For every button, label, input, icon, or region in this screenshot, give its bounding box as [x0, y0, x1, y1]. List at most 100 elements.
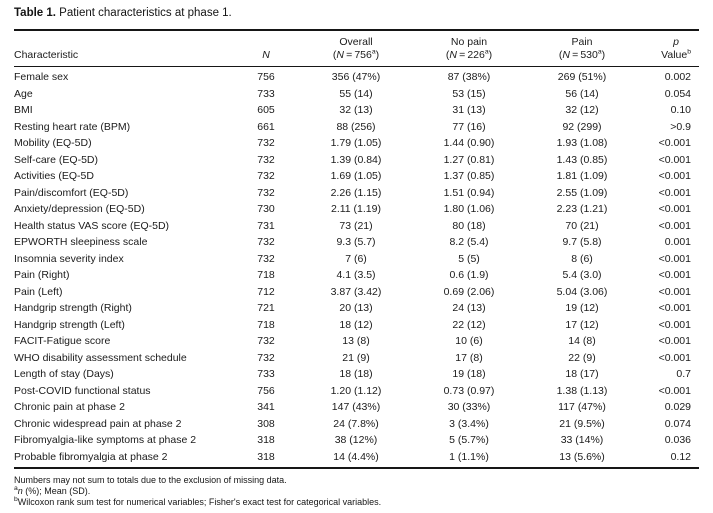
cell-no-pain: 77 (16) [452, 120, 486, 133]
p-symbol: p [673, 36, 679, 48]
cell-overall: 14 (4.4%) [333, 450, 379, 463]
cell-p-value: 0.029 [664, 401, 691, 413]
cell-p-value: <0.001 [658, 335, 691, 347]
cell-n: 605 [257, 104, 275, 116]
cell-p-value: 0.001 [664, 236, 691, 248]
cell-characteristic: Post-COVID functional status [14, 384, 151, 397]
footnote-b: bWilcoxon rank sum test for numerical va… [14, 496, 699, 508]
cell-n: 718 [257, 318, 275, 331]
table-row: Health status VAS score (EQ-5D) 731 73 (… [14, 218, 699, 235]
cell-characteristic: FACIT-Fatigue score [14, 335, 111, 347]
cell-p-value: <0.001 [658, 252, 691, 265]
cell-p-value: <0.001 [658, 269, 691, 281]
cell-overall: 88 (256) [336, 120, 376, 133]
footnote-marker-a: a [484, 48, 489, 55]
cell-n: 308 [257, 417, 275, 430]
cell-n: 731 [257, 219, 275, 232]
table-row: Insomnia severity index 732 7 (6) 5 (5) … [14, 251, 699, 268]
cell-p-value: 0.12 [670, 450, 691, 463]
cell-pain: 9.7 (5.8) [562, 236, 602, 248]
table-header: Characteristic N Overall (N = 756a) No p… [14, 30, 699, 67]
col-header-overall: Overall (N = 756a) [306, 30, 406, 67]
cell-n: 732 [257, 153, 275, 166]
footnote-a: an (%); Mean (SD). [14, 484, 699, 497]
table-row: BMI 605 32 (13) 31 (13) 32 (12) 0.10 [14, 102, 699, 119]
cell-pain: 8 (6) [571, 252, 593, 265]
cell-no-pain: 19 (18) [452, 368, 486, 380]
cell-pain: 1.81 (1.09) [556, 170, 608, 182]
cell-no-pain: 1.80 (1.06) [443, 203, 495, 215]
col-group-name-pain: Pain [571, 36, 593, 48]
cell-pain: 117 (47%) [558, 401, 606, 413]
table-row: Anxiety/depression (EQ-5D) 730 2.11 (1.1… [14, 201, 699, 218]
cell-overall: 13 (8) [342, 335, 370, 347]
cell-characteristic: Age [14, 87, 33, 100]
col-header-p-value: p Valueb [632, 30, 699, 67]
cell-pain: 269 (51%) [557, 71, 607, 83]
cell-no-pain: 3 (3.4%) [449, 417, 489, 430]
cell-characteristic: Activities (EQ-5D [14, 170, 94, 182]
paren-close: ) [375, 48, 380, 61]
col-header-characteristic: Characteristic [14, 30, 226, 67]
cell-characteristic: Pain (Right) [14, 269, 70, 281]
cell-pain: 1.93 (1.08) [556, 137, 608, 149]
cell-overall: 1.39 (0.84) [330, 153, 382, 166]
footnote-text: Wilcoxon rank sum test for numerical var… [17, 496, 382, 507]
table-row: WHO disability assessment schedule 732 2… [14, 350, 699, 367]
footnotes: Numbers may not sum to totals due to the… [14, 475, 699, 507]
cell-no-pain: 53 (15) [452, 87, 486, 100]
cell-pain: 19 (12) [565, 302, 599, 314]
cell-p-value: 0.7 [676, 368, 691, 380]
cell-p-value: <0.001 [658, 302, 691, 314]
cell-p-value: 0.10 [670, 104, 691, 116]
cell-characteristic: Length of stay (Days) [14, 368, 114, 380]
cell-no-pain: 0.6 (1.9) [449, 269, 489, 281]
cell-pain: 32 (12) [565, 104, 599, 116]
n-count: 756 [354, 48, 372, 61]
cell-p-value: <0.001 [658, 203, 691, 215]
cell-characteristic: Chronic widespread pain at phase 2 [14, 417, 182, 430]
n-label: N [262, 48, 270, 61]
equals-sign: = [343, 48, 355, 61]
table-row: Pain (Left) 712 3.87 (3.42) 0.69 (2.06) … [14, 284, 699, 301]
table-row: Age 733 55 (14) 53 (15) 56 (14) 0.054 [14, 86, 699, 103]
table-row: Chronic pain at phase 2 341 147 (43%) 30… [14, 399, 699, 416]
footnote-text: Numbers may not sum to totals due to the… [14, 475, 287, 485]
cell-no-pain: 1.44 (0.90) [443, 137, 495, 149]
footnote-marker: a [14, 484, 18, 492]
cell-no-pain: 0.73 (0.97) [443, 384, 495, 397]
cell-no-pain: 1.37 (0.85) [443, 170, 495, 182]
n-symbol: N [449, 48, 457, 61]
equals-sign: = [569, 48, 581, 61]
cell-characteristic: Anxiety/depression (EQ-5D) [14, 203, 145, 215]
cell-n: 732 [257, 170, 275, 182]
cell-overall: 32 (13) [339, 104, 373, 116]
table-row: Activities (EQ-5D 732 1.69 (1.05) 1.37 (… [14, 168, 699, 185]
cell-n: 732 [257, 236, 275, 248]
table-body: Female sex 756 356 (47%) 87 (38%) 269 (5… [14, 67, 699, 469]
cell-characteristic: Resting heart rate (BPM) [14, 120, 131, 133]
n-count: 226 [467, 48, 485, 61]
cell-overall: 55 (14) [339, 87, 373, 100]
cell-p-value: 0.054 [664, 87, 691, 100]
cell-overall: 18 (18) [339, 368, 373, 380]
cell-n: 733 [257, 368, 275, 380]
col-group-name-overall: Overall [339, 36, 373, 48]
cell-n: 756 [257, 71, 275, 83]
cell-pain: 18 (17) [565, 368, 599, 380]
table-row: Resting heart rate (BPM) 661 88 (256) 77… [14, 119, 699, 136]
cell-overall: 4.1 (3.5) [336, 269, 376, 281]
footnote-marker-a: a [371, 48, 376, 55]
cell-pain: 14 (8) [568, 335, 596, 347]
cell-n: 732 [257, 252, 275, 265]
cell-pain: 22 (9) [568, 351, 596, 364]
cell-characteristic: Fibromyalgia-like symptoms at phase 2 [14, 434, 197, 446]
table-row: Handgrip strength (Right) 721 20 (13) 24… [14, 300, 699, 317]
table-number: Table 1. [14, 7, 56, 19]
cell-overall: 3.87 (3.42) [330, 285, 382, 298]
cell-n: 341 [257, 401, 275, 413]
table-row: Pain (Right) 718 4.1 (3.5) 0.6 (1.9) 5.4… [14, 267, 699, 284]
cell-p-value: 0.002 [664, 71, 691, 83]
cell-p-value: <0.001 [658, 384, 691, 397]
